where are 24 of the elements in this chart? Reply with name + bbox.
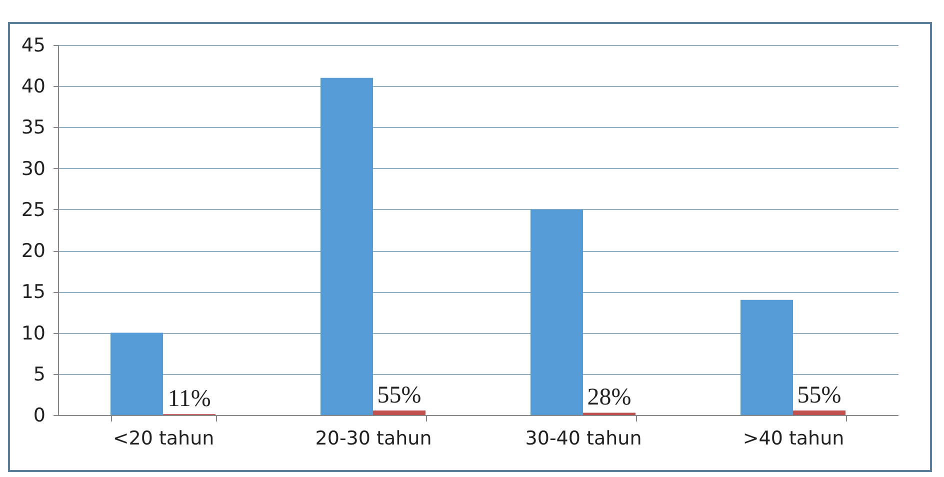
y-tick-label: 25	[21, 198, 46, 221]
x-tick-label: 30-40 tahun	[525, 428, 642, 450]
y-tick-label: 20	[21, 240, 46, 262]
bar	[740, 300, 793, 415]
y-tick-label: 5	[33, 363, 46, 386]
bar	[793, 410, 846, 415]
data-label: 28%	[587, 384, 632, 411]
data-label: 55%	[797, 382, 842, 408]
bar	[373, 410, 426, 415]
data-label: 11%	[168, 386, 211, 412]
y-tick-label: 30	[21, 158, 46, 180]
data-label: 55%	[377, 382, 422, 408]
y-tick-label: 10	[21, 322, 46, 344]
bar	[110, 332, 163, 415]
y-tick-label: 15	[21, 281, 46, 304]
x-tick-label: >40 tahun	[742, 428, 844, 450]
bar	[320, 78, 373, 415]
x-tick-label: 20-30 tahun	[315, 428, 432, 450]
y-tick-label: 40	[21, 76, 46, 98]
y-tick-label: 35	[21, 116, 46, 139]
bar	[530, 209, 583, 415]
y-tick-label: 0	[33, 404, 46, 426]
x-tick-label: <20 tahun	[112, 428, 214, 450]
y-tick-label: 45	[21, 34, 46, 56]
